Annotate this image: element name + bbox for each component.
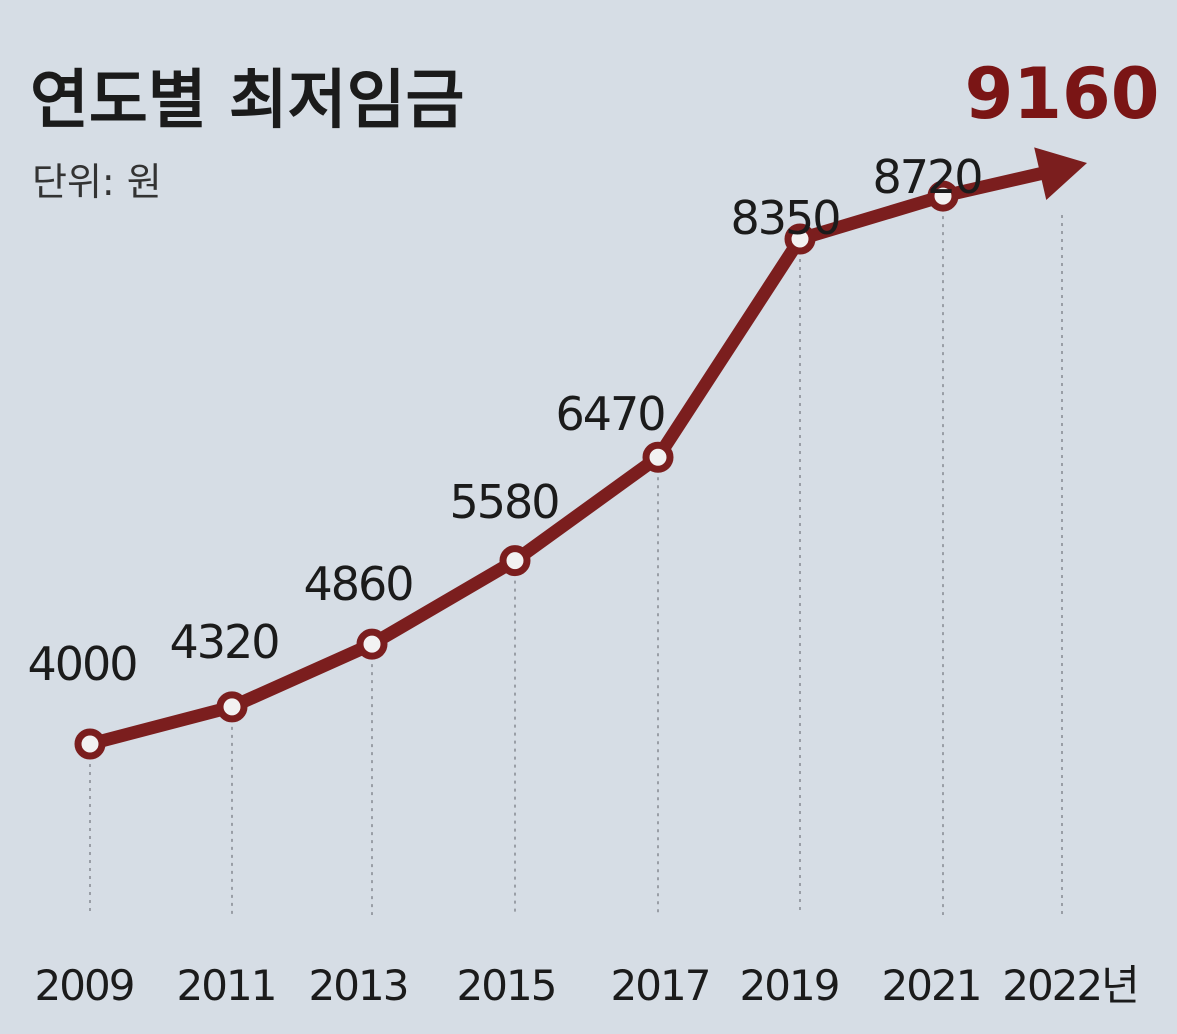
series-line-path	[83, 167, 1047, 751]
data-point	[216, 691, 248, 723]
data-point	[784, 223, 816, 255]
x-tick-label: 2009	[35, 961, 134, 1010]
data-point	[499, 545, 531, 577]
guide-lines	[89, 215, 1063, 915]
x-tick-label: 2017	[611, 961, 710, 1010]
chart-title: 연도별 최저임금	[30, 64, 464, 138]
data-point	[356, 628, 388, 660]
data-label: 5580	[449, 475, 558, 529]
x-tick-label: 2022년	[1002, 961, 1138, 1010]
data-label: 6470	[555, 387, 664, 441]
data-label: 4860	[303, 557, 412, 611]
x-tick-label: 2015	[457, 961, 556, 1010]
data-label: 4000	[27, 637, 136, 691]
arrow-head-point	[1034, 147, 1087, 201]
x-axis-tick-labels: 2009 2011 2013 2015 2017 2019 2021 2022년	[35, 961, 1140, 1010]
data-label: 8720	[872, 150, 981, 204]
unit-label: 단위: 원	[32, 160, 162, 204]
x-tick-label: 2019	[740, 961, 839, 1010]
highlight-value-label: 9160	[965, 53, 1160, 135]
data-label: 8350	[730, 191, 839, 245]
x-tick-label: 2011	[177, 961, 276, 1010]
data-point	[642, 441, 674, 473]
data-points	[74, 180, 959, 760]
data-label: 4320	[169, 615, 278, 669]
data-point	[927, 180, 959, 212]
series-line	[83, 147, 1087, 751]
x-tick-label: 2013	[309, 961, 408, 1010]
data-labels: 4000 4320 4860 5580 6470 8350 8720 9160	[27, 53, 1159, 691]
x-tick-label: 2021	[882, 961, 981, 1010]
data-point	[74, 728, 106, 760]
